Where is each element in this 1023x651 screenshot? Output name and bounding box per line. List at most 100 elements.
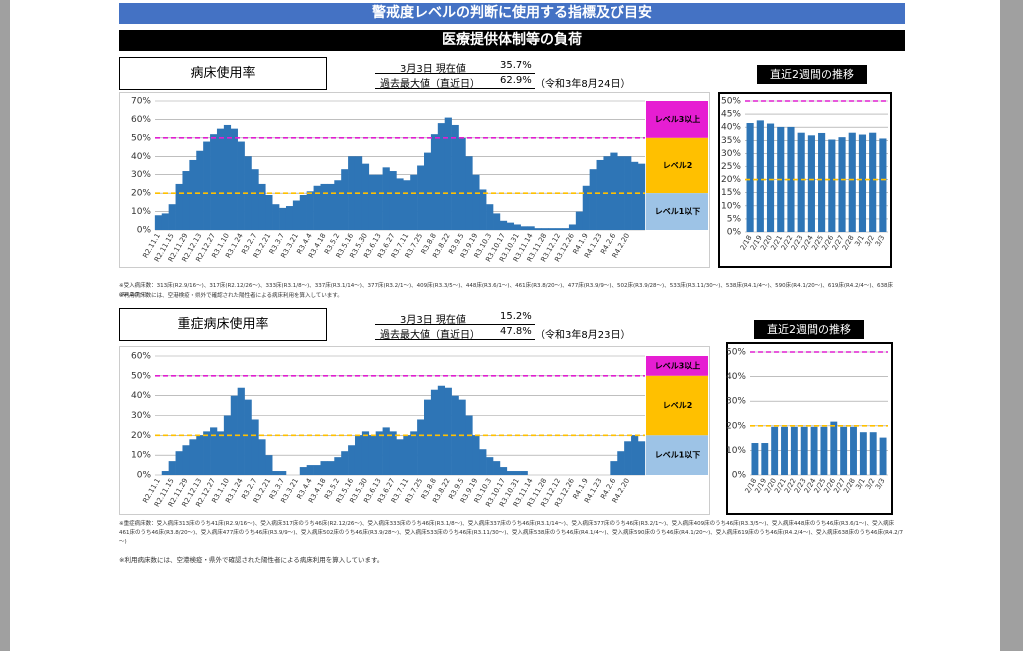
bar bbox=[430, 134, 439, 230]
bar bbox=[756, 120, 764, 232]
level-band bbox=[646, 375, 708, 436]
bar bbox=[859, 432, 867, 475]
bar bbox=[389, 431, 397, 475]
bar bbox=[830, 421, 838, 475]
bar bbox=[244, 399, 252, 475]
chart: レベル3以上レベル2レベル1以下0%10%20%30%40%50%60%R2.1… bbox=[119, 346, 710, 515]
bar bbox=[334, 180, 342, 230]
bar bbox=[869, 432, 877, 475]
bar bbox=[479, 189, 487, 230]
bar bbox=[196, 435, 204, 475]
bar bbox=[175, 451, 183, 475]
y-tick-label: 0% bbox=[727, 228, 742, 238]
max-label: 過去最大値（直近日） bbox=[380, 330, 480, 341]
bar bbox=[382, 167, 390, 230]
bar bbox=[493, 461, 501, 475]
bar bbox=[562, 228, 570, 230]
y-tick-label: 50% bbox=[131, 371, 151, 381]
bar bbox=[424, 399, 432, 475]
bar bbox=[389, 171, 397, 230]
bar bbox=[168, 204, 176, 230]
bar bbox=[506, 471, 515, 475]
bar bbox=[237, 141, 245, 230]
bar bbox=[161, 213, 169, 230]
level-band bbox=[646, 101, 708, 138]
bar bbox=[499, 220, 508, 230]
bar bbox=[341, 169, 349, 230]
y-tick-label: 70% bbox=[131, 97, 151, 107]
y-tick-label: 25% bbox=[721, 162, 741, 172]
bar bbox=[840, 426, 848, 475]
subtitle: 医療提供体制等の負荷 bbox=[119, 30, 905, 51]
max-label: 過去最大値（直近日） bbox=[380, 79, 480, 90]
bar bbox=[527, 226, 535, 230]
bar bbox=[771, 426, 779, 475]
bar bbox=[279, 207, 287, 230]
y-tick-label: 10% bbox=[131, 451, 151, 461]
bar bbox=[472, 435, 480, 475]
bar bbox=[320, 183, 328, 230]
bar bbox=[751, 443, 759, 475]
level-band bbox=[646, 137, 708, 194]
bar bbox=[596, 159, 604, 230]
level-band bbox=[646, 193, 708, 230]
bar bbox=[258, 183, 266, 230]
bar bbox=[410, 431, 418, 475]
y-tick-label: 15% bbox=[721, 188, 741, 198]
bar bbox=[451, 124, 459, 230]
bar bbox=[306, 191, 314, 230]
y-tick-label: 30% bbox=[131, 170, 151, 180]
bar bbox=[272, 471, 280, 475]
y-tick-label: 40% bbox=[721, 123, 741, 133]
bar bbox=[396, 439, 404, 475]
bar bbox=[838, 137, 846, 232]
bar bbox=[189, 159, 197, 230]
max-date: （令和3年8月24日） bbox=[535, 79, 631, 90]
bar bbox=[781, 426, 788, 475]
bar bbox=[575, 211, 584, 230]
y-tick-label: 0% bbox=[137, 471, 152, 481]
bar bbox=[265, 455, 273, 475]
bar bbox=[210, 134, 218, 230]
bar bbox=[555, 228, 563, 230]
note: ※利用病床数には、空港検疫・県外で確認された陽性者による病床利用を算入しています… bbox=[119, 556, 384, 564]
bar bbox=[182, 445, 190, 475]
bar bbox=[568, 224, 577, 230]
bar bbox=[486, 457, 494, 475]
bar bbox=[610, 461, 618, 475]
bar bbox=[361, 431, 370, 475]
y-tick-label: 20% bbox=[131, 431, 151, 441]
y-tick-label: 0% bbox=[137, 226, 152, 236]
y-tick-label: 0% bbox=[732, 471, 747, 481]
bar bbox=[848, 132, 856, 232]
bar bbox=[818, 132, 826, 232]
current-value: 35.7% bbox=[500, 60, 532, 71]
bar bbox=[327, 183, 335, 230]
bar bbox=[272, 204, 280, 230]
bar bbox=[472, 174, 480, 230]
bar bbox=[368, 435, 376, 475]
bar bbox=[541, 228, 549, 230]
bar bbox=[582, 185, 590, 230]
note: ※受入病床数：313床(R2.9/16～)、317床(R2.12/26～)、33… bbox=[119, 283, 894, 298]
note: ※重症病床数：受入病床313床のうち41床(R2.9/16～)、受入病床317床… bbox=[119, 521, 904, 545]
bar bbox=[520, 471, 528, 475]
bar bbox=[285, 206, 294, 230]
bar bbox=[790, 426, 798, 475]
bar bbox=[258, 439, 266, 475]
bar bbox=[417, 165, 425, 230]
bar bbox=[506, 222, 515, 230]
bar bbox=[797, 132, 805, 232]
bar bbox=[410, 174, 418, 230]
title: 警戒度レベルの判断に使用する指標及び目安 bbox=[119, 3, 905, 24]
bar bbox=[820, 426, 828, 475]
y-tick-label: 20% bbox=[721, 175, 741, 185]
bar bbox=[230, 395, 238, 475]
bar bbox=[458, 137, 466, 230]
bar bbox=[175, 183, 183, 230]
bar bbox=[631, 435, 639, 475]
level-label: レベル3以上 bbox=[655, 360, 701, 370]
bar bbox=[417, 419, 425, 475]
bar bbox=[800, 426, 808, 475]
